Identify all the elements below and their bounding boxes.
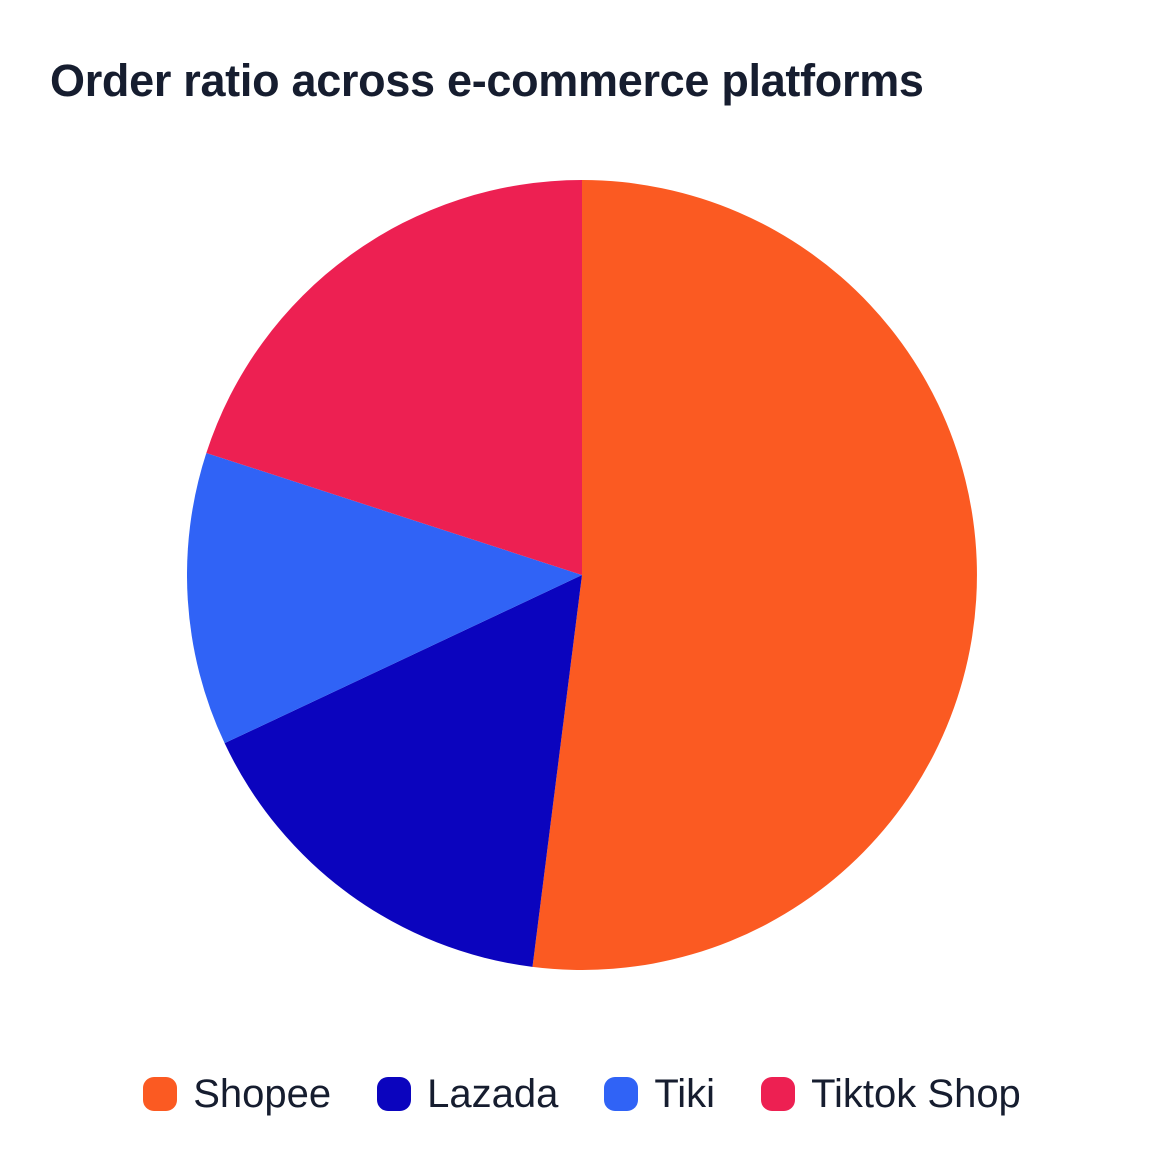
legend-swatch-icon bbox=[604, 1077, 639, 1111]
legend-item-tiktok-shop[interactable]: Tiktok Shop bbox=[761, 1074, 1021, 1114]
pie-slice-tiki[interactable] bbox=[187, 452, 582, 744]
page-title: Order ratio across e-commerce platforms bbox=[50, 55, 924, 106]
legend-item-shopee[interactable]: Shopee bbox=[143, 1074, 331, 1114]
legend-swatch-icon bbox=[761, 1077, 796, 1111]
pie-slice-shopee[interactable] bbox=[532, 180, 977, 970]
legend-item-label: Tiki bbox=[654, 1072, 716, 1116]
pie-slice-tiktok-shop[interactable] bbox=[206, 180, 582, 575]
legend-item-label: Shopee bbox=[193, 1072, 332, 1116]
legend-item-label: Tiktok Shop bbox=[811, 1072, 1021, 1116]
legend-swatch-icon bbox=[377, 1077, 412, 1111]
legend-item-tiki[interactable]: Tiki bbox=[604, 1074, 715, 1114]
legend-item-label: Lazada bbox=[427, 1072, 559, 1116]
chart-legend: Shopee Lazada Tiki Tiktok Shop bbox=[0, 1074, 1164, 1114]
pie-slice-lazada[interactable] bbox=[224, 575, 582, 967]
pie-chart-svg[interactable] bbox=[187, 180, 977, 970]
legend-swatch-icon bbox=[143, 1077, 178, 1111]
legend-item-lazada[interactable]: Lazada bbox=[377, 1074, 558, 1114]
pie-chart-area bbox=[187, 180, 977, 970]
